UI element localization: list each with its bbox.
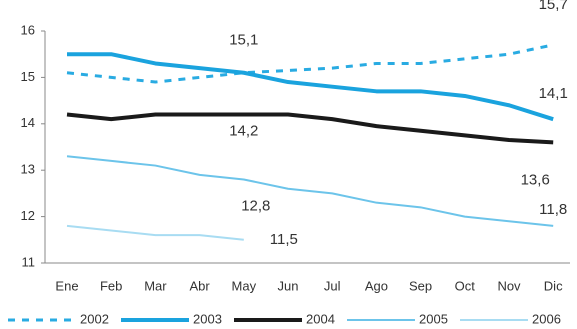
series-line: [66, 43, 554, 84]
x-tick-label: Oct: [455, 278, 476, 293]
x-tick-label: Abr: [189, 278, 210, 293]
y-tick-label: 11: [22, 254, 36, 269]
value-label: 12,8: [241, 197, 270, 214]
x-tick-label: May: [232, 278, 257, 293]
x-tick-label: Feb: [100, 278, 122, 293]
value-label: 14,1: [539, 85, 568, 102]
legend-label: 2006: [532, 311, 561, 326]
value-label: 11,5: [270, 231, 298, 248]
legend-label: 2004: [306, 311, 335, 326]
value-label: 13,6: [521, 171, 550, 188]
value-label: 15,7: [539, 0, 568, 13]
x-tick-label: Sep: [409, 278, 432, 293]
series-line: [66, 224, 244, 241]
legend-label: 2002: [80, 311, 109, 326]
y-tick-label: 14: [21, 115, 35, 130]
x-tick-label: Ene: [55, 278, 78, 293]
value-label: 14,2: [229, 122, 258, 139]
series-line: [66, 112, 554, 145]
value-label: 11,8: [539, 201, 567, 218]
legend-label: 2003: [193, 311, 222, 326]
x-tick-label: Jun: [278, 278, 299, 293]
series-line: [67, 52, 554, 122]
y-tick-label: 16: [21, 22, 35, 37]
series-line: [66, 155, 554, 227]
x-tick-label: Ago: [365, 278, 388, 293]
x-tick-label: Nov: [497, 278, 521, 293]
y-tick-label: 15: [21, 69, 35, 84]
x-tick-label: Jul: [324, 278, 341, 293]
value-label: 15,1: [229, 32, 258, 49]
x-tick-label: Mar: [144, 278, 167, 293]
legend-label: 2005: [419, 311, 448, 326]
y-tick-label: 13: [21, 162, 35, 177]
x-tick-label: Dic: [544, 278, 563, 293]
y-tick-label: 12: [21, 208, 35, 223]
